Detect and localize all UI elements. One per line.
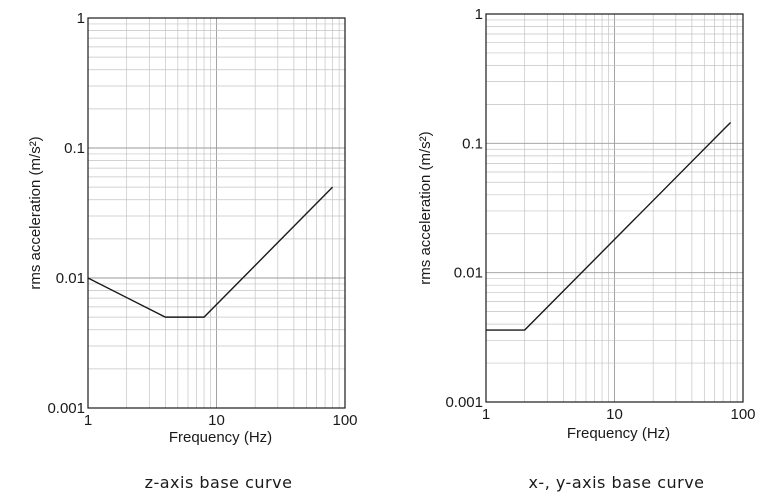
xy-axis-base-curve-line <box>486 121 732 331</box>
z-axis-chart-ticks: 1 10 100 0.001 0.01 0.1 1 <box>47 10 357 429</box>
xy-axis-chart-ticks: 1 10 100 0.001 0.01 0.1 1 <box>445 6 755 423</box>
y-tick-label: 0.01 <box>454 265 483 282</box>
xy-axis-chart: 1 10 100 0.001 0.01 0.1 1 Frequency (Hz) rms a… <box>417 6 756 492</box>
x-tick-label: 100 <box>730 406 755 423</box>
y-tick-label: 0.1 <box>462 135 483 152</box>
xy-axis-chart-ylabel: rms acceleration (m/s²) <box>417 131 434 284</box>
x-tick-label: 1 <box>84 412 92 429</box>
z-axis-chart-xlabel: Frequency (Hz) <box>169 429 272 446</box>
y-tick-label: 1 <box>77 10 85 27</box>
y-tick-label: 0.001 <box>47 400 85 417</box>
y-tick-label: 0.001 <box>445 394 483 411</box>
y-tick-label: 0.1 <box>64 140 85 157</box>
z-axis-base-curve-line <box>87 186 334 318</box>
xy-axis-chart-grid <box>486 14 743 402</box>
x-tick-label: 100 <box>332 412 357 429</box>
y-tick-label: 1 <box>475 6 483 23</box>
z-axis-chart-ylabel: rms acceleration (m/s²) <box>27 136 44 289</box>
xy-axis-chart-caption: x-, y-axis base curve <box>528 473 704 492</box>
z-axis-chart-frame <box>87 17 346 409</box>
z-axis-chart-caption: z-axis base curve <box>145 473 293 492</box>
z-axis-chart: 1 10 100 0.001 0.01 0.1 1 Frequency (Hz) rms a… <box>27 10 358 492</box>
y-tick-label: 0.01 <box>56 270 85 287</box>
x-tick-label: 1 <box>482 406 490 423</box>
x-tick-label: 10 <box>208 412 225 429</box>
xy-axis-chart-xlabel: Frequency (Hz) <box>567 425 670 442</box>
xy-axis-chart-frame <box>485 13 744 403</box>
x-tick-label: 10 <box>606 406 623 423</box>
